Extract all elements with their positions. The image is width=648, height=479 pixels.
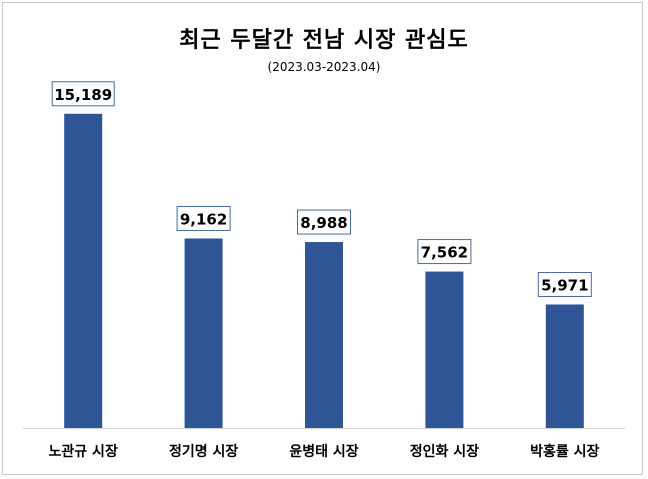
data-label: 5,971 — [541, 276, 588, 294]
chart-title: 최근 두달간 전남 시장 관심도 — [179, 28, 469, 53]
data-label-box — [537, 271, 592, 297]
x-tick-label: 정기명 시장 — [169, 443, 238, 460]
data-label-box — [417, 239, 472, 265]
x-tick-label: 정인화 시장 — [410, 443, 479, 460]
data-label-box — [176, 205, 231, 231]
bar — [64, 113, 103, 429]
x-tick-label: 윤병태 시장 — [289, 443, 358, 460]
data-label: 15,189 — [54, 86, 112, 104]
data-label-box — [51, 81, 115, 107]
bar — [305, 242, 343, 428]
bar — [184, 238, 223, 428]
bar — [425, 271, 464, 428]
chart-subtitle: (2023.03-2023.04) — [267, 60, 381, 74]
bar — [545, 304, 584, 428]
data-label-box — [297, 209, 351, 235]
x-tick-label: 노관규 시장 — [49, 443, 118, 460]
data-label: 7,562 — [421, 244, 468, 262]
data-label: 9,162 — [180, 210, 227, 228]
chart-frame — [2, 2, 643, 475]
data-label: 8,988 — [300, 214, 347, 232]
x-tick-label: 박홍률 시장 — [530, 443, 599, 460]
